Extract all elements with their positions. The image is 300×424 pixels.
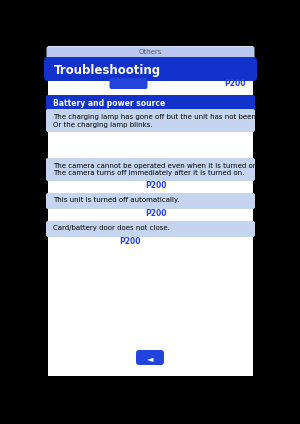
Text: P200: P200 bbox=[145, 209, 166, 218]
Text: Card/battery door does not close.: Card/battery door does not close. bbox=[53, 225, 170, 231]
Text: The charging lamp has gone off but the unit has not been charged.
Or the chargin: The charging lamp has gone off but the u… bbox=[53, 114, 289, 128]
Text: This unit is turned off automatically.: This unit is turned off automatically. bbox=[53, 197, 179, 203]
Text: Others: Others bbox=[139, 49, 162, 55]
Text: The camera cannot be operated even when it is turned on.
The camera turns off im: The camera cannot be operated even when … bbox=[53, 163, 260, 176]
FancyBboxPatch shape bbox=[44, 57, 257, 81]
Text: P200: P200 bbox=[120, 237, 141, 246]
FancyBboxPatch shape bbox=[46, 109, 255, 132]
FancyBboxPatch shape bbox=[46, 193, 255, 209]
Text: Troubleshooting: Troubleshooting bbox=[54, 64, 161, 77]
FancyBboxPatch shape bbox=[136, 350, 164, 365]
Bar bbox=[48, 46, 253, 376]
Text: Battery and power source: Battery and power source bbox=[53, 99, 165, 108]
FancyBboxPatch shape bbox=[46, 95, 255, 111]
Text: ◄: ◄ bbox=[147, 354, 153, 363]
FancyBboxPatch shape bbox=[46, 221, 255, 237]
FancyBboxPatch shape bbox=[110, 78, 148, 89]
FancyBboxPatch shape bbox=[46, 47, 254, 61]
Text: P200: P200 bbox=[145, 181, 166, 190]
FancyBboxPatch shape bbox=[46, 158, 255, 181]
Text: P200: P200 bbox=[224, 79, 246, 88]
